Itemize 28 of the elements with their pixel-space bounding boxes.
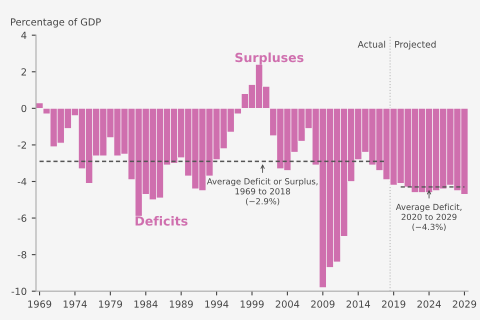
x-tick-label: 1989 — [170, 300, 193, 308]
x-tick-label: 2024 — [417, 300, 441, 308]
annotation: Average Deficit or Surplus, 1969 to 2018 (−2.9%) — [206, 178, 318, 206]
y-tick-label: 2 — [22, 68, 26, 76]
x-tick-label: 2014 — [346, 300, 370, 308]
y-axis-title: Percentage of GDP — [11, 18, 101, 28]
x-tick-label: 1999 — [240, 300, 264, 308]
x-tick-label: 1984 — [134, 300, 158, 308]
x-tick-label: 1994 — [205, 300, 228, 308]
x-tick-label: 2029 — [452, 300, 476, 308]
annotation: Projected — [395, 40, 436, 50]
y-tick-label: -4 — [18, 178, 26, 186]
y-tick-label: -8 — [18, 251, 26, 258]
x-tick-label: 2009 — [311, 300, 335, 308]
annotation: Average Deficit, 2020 to 2029 (−4.3%) — [396, 204, 462, 231]
x-tick-label: 2004 — [276, 300, 300, 308]
y-tick-label: 4 — [21, 32, 26, 39]
x-tick-label: 1969 — [28, 300, 52, 308]
x-tick-label: 1979 — [99, 300, 122, 308]
annotation: Deficits — [136, 216, 188, 226]
y-tick-label: 0 — [21, 104, 26, 112]
annotation: Surpluses — [235, 52, 304, 65]
y-tick-label: -10 — [12, 288, 26, 296]
y-tick-label: -2 — [18, 141, 26, 149]
x-tick-label: 1974 — [64, 300, 87, 308]
annotation: Actual — [358, 40, 386, 48]
y-tick-label: -6 — [18, 214, 26, 222]
x-tick-label: 2019 — [382, 300, 406, 308]
